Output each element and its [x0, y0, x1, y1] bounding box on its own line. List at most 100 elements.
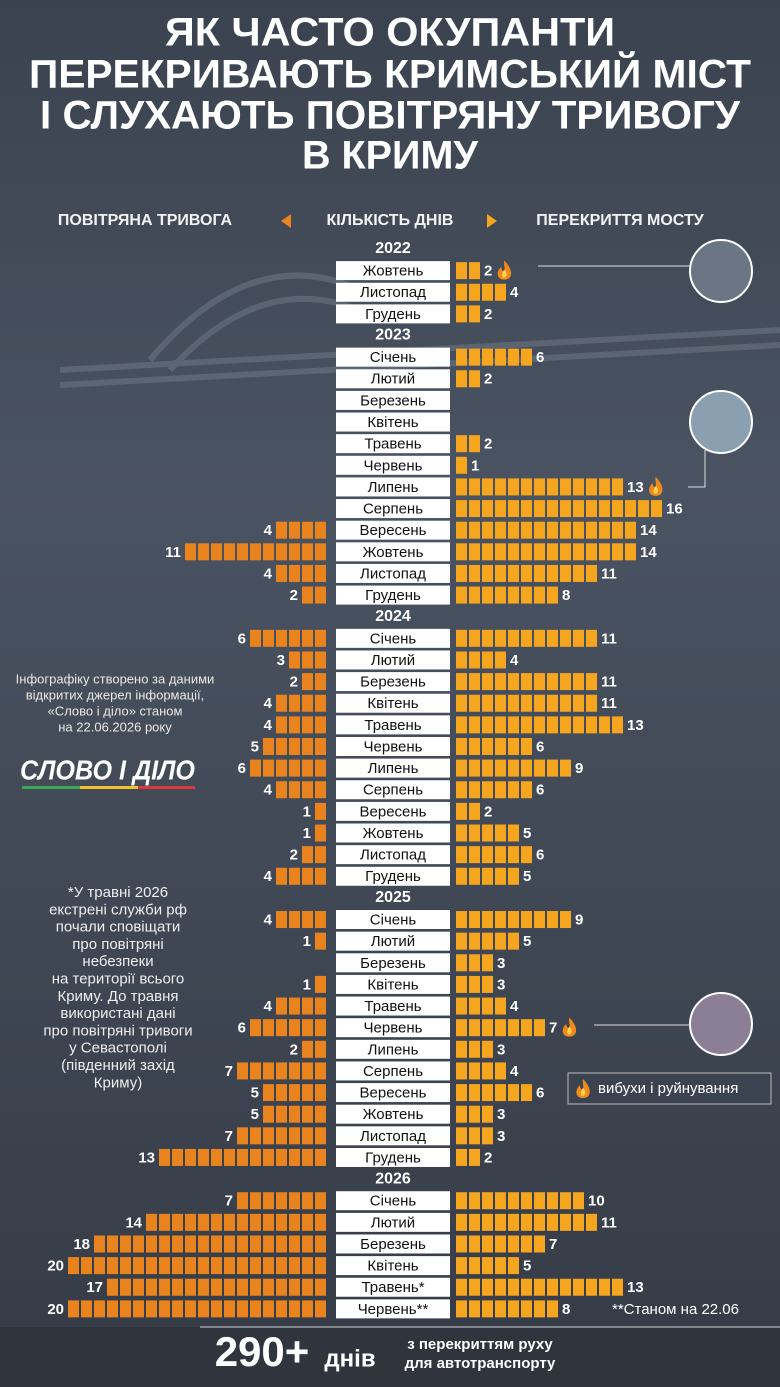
flame-core — [502, 269, 507, 278]
alarm-value: 2 — [290, 847, 298, 864]
year-label: 2022 — [375, 240, 411, 257]
arrow-right — [487, 214, 497, 228]
month-label: Лютий — [371, 933, 415, 950]
month-box — [336, 369, 450, 389]
total-caption: для автотранспорту — [405, 1355, 556, 1372]
month-box — [336, 1126, 450, 1146]
title-line: ЯК ЧАСТО ОКУПАНТИ — [165, 11, 615, 55]
alarm-bar — [302, 673, 326, 691]
alarm-bar — [276, 997, 326, 1015]
bridge-value: 11 — [601, 565, 617, 582]
alarm-bar — [315, 975, 326, 993]
month-label: Серпень — [363, 782, 423, 799]
bridge-value: 2 — [484, 1149, 492, 1166]
year-label: 2025 — [375, 889, 411, 906]
bridge-bar — [456, 629, 597, 647]
alarm-bar — [107, 1278, 326, 1296]
month-box — [336, 650, 450, 670]
bridge-bar — [456, 911, 571, 929]
bridge-value: 6 — [536, 738, 544, 755]
alarm-bar — [302, 1040, 326, 1058]
month-box — [336, 736, 450, 756]
alarm-value: 17 — [86, 1279, 103, 1296]
year-label: 2026 — [375, 1170, 411, 1187]
month-box — [336, 1083, 450, 1103]
year-label: 2024 — [375, 608, 411, 625]
bridge-value: 3 — [497, 1041, 505, 1058]
alarm-bar — [263, 1084, 326, 1102]
month-label: Вересень — [360, 522, 427, 539]
bridge-bar — [456, 283, 506, 301]
month-box — [336, 628, 450, 648]
month-label: Грудень — [365, 587, 421, 604]
month-box — [336, 412, 450, 432]
bridge-value: 11 — [601, 1214, 617, 1231]
month-label: Червень — [364, 457, 423, 474]
alarm-value: 1 — [303, 976, 311, 993]
month-label: Червень — [364, 1020, 423, 1037]
footnote-line: Криму) — [94, 1074, 142, 1091]
connector — [688, 450, 706, 488]
source-note: Інфографіку створено за данимивідкритих … — [16, 671, 215, 734]
alarm-value: 7 — [225, 1128, 233, 1145]
alarm-bar — [237, 1192, 326, 1210]
month-label: Січень — [370, 911, 417, 928]
month-label: Квітень — [367, 976, 418, 993]
bridge-value: 2 — [484, 803, 492, 820]
month-box — [336, 520, 450, 540]
bridge-bar — [456, 1235, 545, 1253]
alarm-value: 20 — [47, 1258, 64, 1275]
bridge-bar — [456, 370, 480, 388]
month-label: Січень — [370, 630, 417, 647]
bridge-bar — [456, 435, 480, 453]
alarm-bar — [276, 564, 326, 582]
month-label: Липень — [368, 1041, 419, 1058]
bridge-bar — [456, 867, 519, 885]
alarm-value: 13 — [138, 1149, 155, 1166]
bridge-bar — [456, 262, 480, 280]
month-box — [336, 455, 450, 475]
footnote-line: про повітряні — [72, 936, 164, 953]
month-box — [336, 801, 450, 821]
bridge-value: 5 — [523, 825, 531, 842]
alarm-bar — [68, 1257, 326, 1275]
bridge-bar — [456, 456, 467, 474]
footnote-line: *У травні 2026 — [68, 884, 168, 901]
month-label: Листопад — [360, 284, 426, 301]
month-label: Березень — [360, 392, 426, 409]
month-box — [336, 780, 450, 800]
month-box — [336, 1277, 450, 1297]
bridge-bar — [456, 1192, 584, 1210]
alarm-value: 4 — [264, 522, 273, 539]
bridge-bar — [456, 846, 532, 864]
bridge-value: 5 — [523, 868, 531, 885]
alarm-value: 3 — [277, 652, 285, 669]
bridge-bar — [456, 997, 506, 1015]
year-label: 2023 — [375, 327, 411, 344]
bridge-value: 13 — [627, 1279, 644, 1296]
explosion-icon — [576, 1079, 590, 1098]
bridge-value: 6 — [536, 349, 544, 366]
source-note-line: відкритих джерел інформації, — [26, 687, 205, 702]
alarm-value: 4 — [264, 911, 273, 928]
alarm-value: 5 — [251, 1106, 259, 1123]
bridge-value: 9 — [575, 760, 583, 777]
legend-alarm: ПОВІТРЯНА ТРИВОГА — [58, 212, 233, 229]
alarm-bar — [315, 802, 326, 820]
alarm-bar — [263, 737, 326, 755]
month-box — [336, 1256, 450, 1276]
alarm-bar — [289, 651, 326, 669]
alarm-value: 2 — [290, 1041, 298, 1058]
month-box — [336, 1212, 450, 1232]
alarm-value: 14 — [125, 1214, 142, 1231]
alarm-value: 6 — [238, 760, 246, 777]
month-box — [336, 974, 450, 994]
bridge-bar — [456, 716, 623, 734]
month-label: Грудень — [365, 306, 421, 323]
month-box — [336, 585, 450, 605]
center-label: КІЛЬКІСТЬ ДНІВ — [327, 212, 454, 229]
month-label: Червень** — [358, 1301, 429, 1318]
bridge-value: 3 — [497, 976, 505, 993]
bridge-value: 10 — [588, 1193, 605, 1210]
flame — [576, 1079, 590, 1098]
